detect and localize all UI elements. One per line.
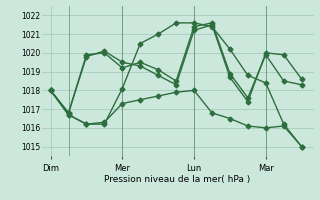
X-axis label: Pression niveau de la mer( hPa ): Pression niveau de la mer( hPa ) (104, 175, 251, 184)
